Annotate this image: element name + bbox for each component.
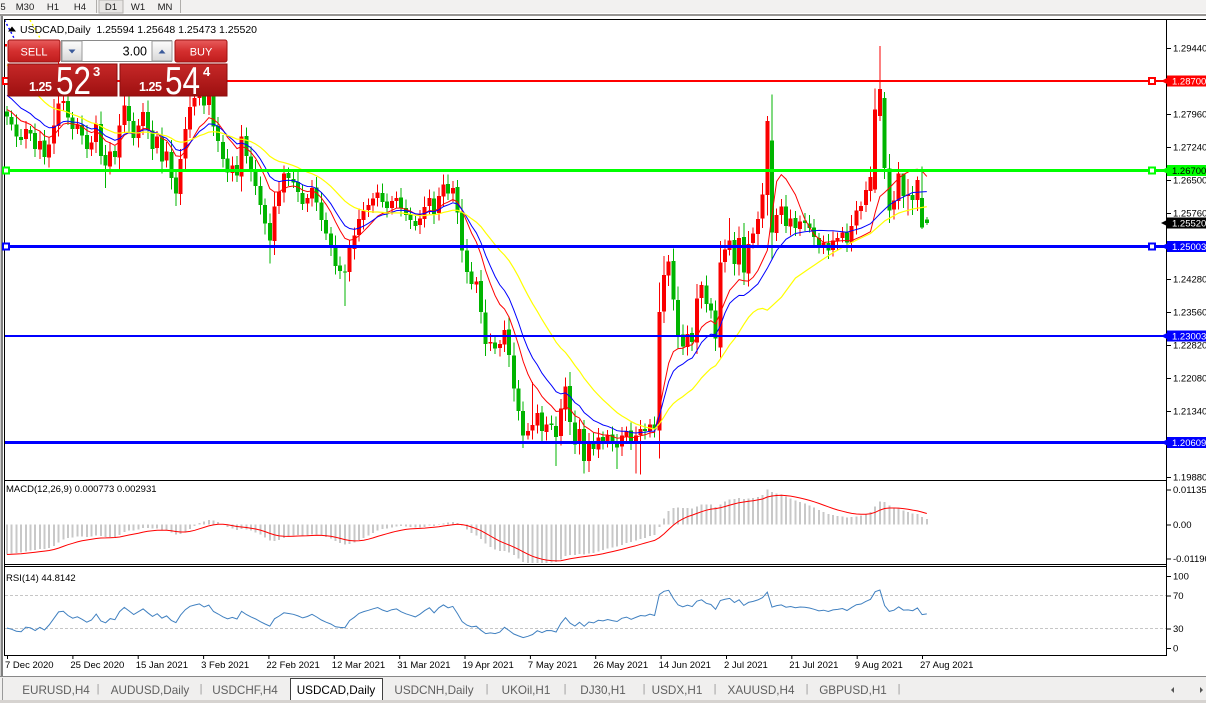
svg-text:MN: MN: [158, 2, 173, 13]
svg-text:1.25760: 1.25760: [1173, 209, 1206, 220]
svg-text:1.24280: 1.24280: [1173, 275, 1206, 286]
svg-text:3.00: 3.00: [123, 45, 147, 59]
svg-text:|: |: [564, 683, 567, 695]
svg-text:SELL: SELL: [21, 47, 48, 59]
svg-text:4: 4: [203, 64, 211, 79]
svg-text:54: 54: [165, 60, 200, 103]
svg-text:1.20609: 1.20609: [1172, 438, 1206, 449]
svg-text:D1: D1: [105, 2, 117, 13]
svg-text:AUDUSD,Daily: AUDUSD,Daily: [111, 684, 190, 697]
svg-text:1.25003: 1.25003: [1172, 242, 1206, 253]
svg-text:14 Jun 2021: 14 Jun 2021: [659, 660, 711, 671]
svg-text:1.27960: 1.27960: [1173, 110, 1206, 121]
svg-text:22 Feb 2021: 22 Feb 2021: [266, 660, 319, 671]
svg-text:-0.01190: -0.01190: [1173, 554, 1206, 565]
svg-text:3: 3: [93, 64, 100, 79]
svg-text:1.27240: 1.27240: [1173, 143, 1206, 154]
svg-text:5: 5: [0, 2, 5, 13]
svg-text:USDCAD,Daily: USDCAD,Daily: [297, 684, 376, 697]
svg-text:1.25520: 1.25520: [1172, 219, 1206, 230]
svg-text:1.25: 1.25: [29, 80, 52, 94]
svg-text:M30: M30: [16, 2, 34, 13]
svg-text:27 Aug 2021: 27 Aug 2021: [920, 660, 973, 671]
svg-text:UKOil,H1: UKOil,H1: [502, 684, 551, 697]
svg-text:1.23003: 1.23003: [1172, 332, 1206, 343]
svg-text:XAUUSD,H4: XAUUSD,H4: [728, 684, 795, 697]
svg-text:100: 100: [1173, 572, 1189, 583]
svg-text:30: 30: [1173, 624, 1184, 635]
svg-text:52: 52: [56, 60, 91, 103]
svg-text:19 Apr 2021: 19 Apr 2021: [463, 660, 514, 671]
svg-text:1.22820: 1.22820: [1173, 341, 1206, 352]
svg-text:USDX,H1: USDX,H1: [652, 684, 703, 697]
svg-text:|: |: [898, 683, 901, 695]
svg-text:26 May 2021: 26 May 2021: [593, 660, 648, 671]
svg-text:|: |: [200, 683, 203, 695]
svg-text:25 Dec 2020: 25 Dec 2020: [70, 660, 124, 671]
svg-text:7 May 2021: 7 May 2021: [528, 660, 578, 671]
svg-text:EURUSD,H4: EURUSD,H4: [22, 684, 90, 697]
svg-text:USDCHF,H4: USDCHF,H4: [212, 684, 278, 697]
svg-text:MACD(12,26,9) 0.000773 0.00293: MACD(12,26,9) 0.000773 0.002931: [6, 484, 157, 495]
svg-text:1.25: 1.25: [139, 80, 162, 94]
svg-text:USDCNH,Daily: USDCNH,Daily: [394, 684, 473, 697]
svg-text:1.26700: 1.26700: [1172, 166, 1206, 177]
svg-text:2 Jul 2021: 2 Jul 2021: [724, 660, 768, 671]
svg-text:31 Mar 2021: 31 Mar 2021: [397, 660, 450, 671]
svg-text:USDCAD,Daily 1.25594 1.25648: USDCAD,Daily 1.25594 1.25648 1.25473 1.2…: [20, 24, 257, 36]
svg-text:0: 0: [1173, 644, 1178, 655]
svg-text:0.00: 0.00: [1173, 520, 1192, 531]
svg-text:BUY: BUY: [190, 47, 213, 59]
svg-text:|: |: [97, 683, 100, 695]
svg-text:1.28700: 1.28700: [1172, 77, 1206, 88]
svg-text:15 Jan 2021: 15 Jan 2021: [136, 660, 188, 671]
svg-text:0.01135: 0.01135: [1173, 485, 1206, 496]
svg-text:DJ30,H1: DJ30,H1: [580, 684, 625, 697]
svg-text:1.23560: 1.23560: [1173, 308, 1206, 319]
svg-text:12 Mar 2021: 12 Mar 2021: [332, 660, 385, 671]
svg-text:|: |: [714, 683, 717, 695]
svg-text:70: 70: [1173, 591, 1184, 602]
svg-text:21 Jul 2021: 21 Jul 2021: [789, 660, 838, 671]
svg-text:3 Feb 2021: 3 Feb 2021: [201, 660, 249, 671]
svg-text:|: |: [806, 683, 809, 695]
svg-text:H1: H1: [47, 2, 59, 13]
svg-text:9 Aug 2021: 9 Aug 2021: [855, 660, 903, 671]
svg-text:7 Dec 2020: 7 Dec 2020: [5, 660, 54, 671]
svg-text:RSI(14) 44.8142: RSI(14) 44.8142: [6, 573, 76, 584]
svg-text:1.29440: 1.29440: [1173, 44, 1206, 55]
svg-text:GBPUSD,H1: GBPUSD,H1: [819, 684, 887, 697]
svg-text:H4: H4: [74, 2, 86, 13]
svg-text:|: |: [643, 683, 646, 695]
svg-text:1.22080: 1.22080: [1173, 374, 1206, 385]
svg-text:1.21340: 1.21340: [1173, 407, 1206, 418]
svg-text:|: |: [486, 683, 489, 695]
svg-text:W1: W1: [131, 2, 145, 13]
svg-text:1.19880: 1.19880: [1173, 473, 1206, 484]
svg-text:1.26500: 1.26500: [1173, 176, 1206, 187]
